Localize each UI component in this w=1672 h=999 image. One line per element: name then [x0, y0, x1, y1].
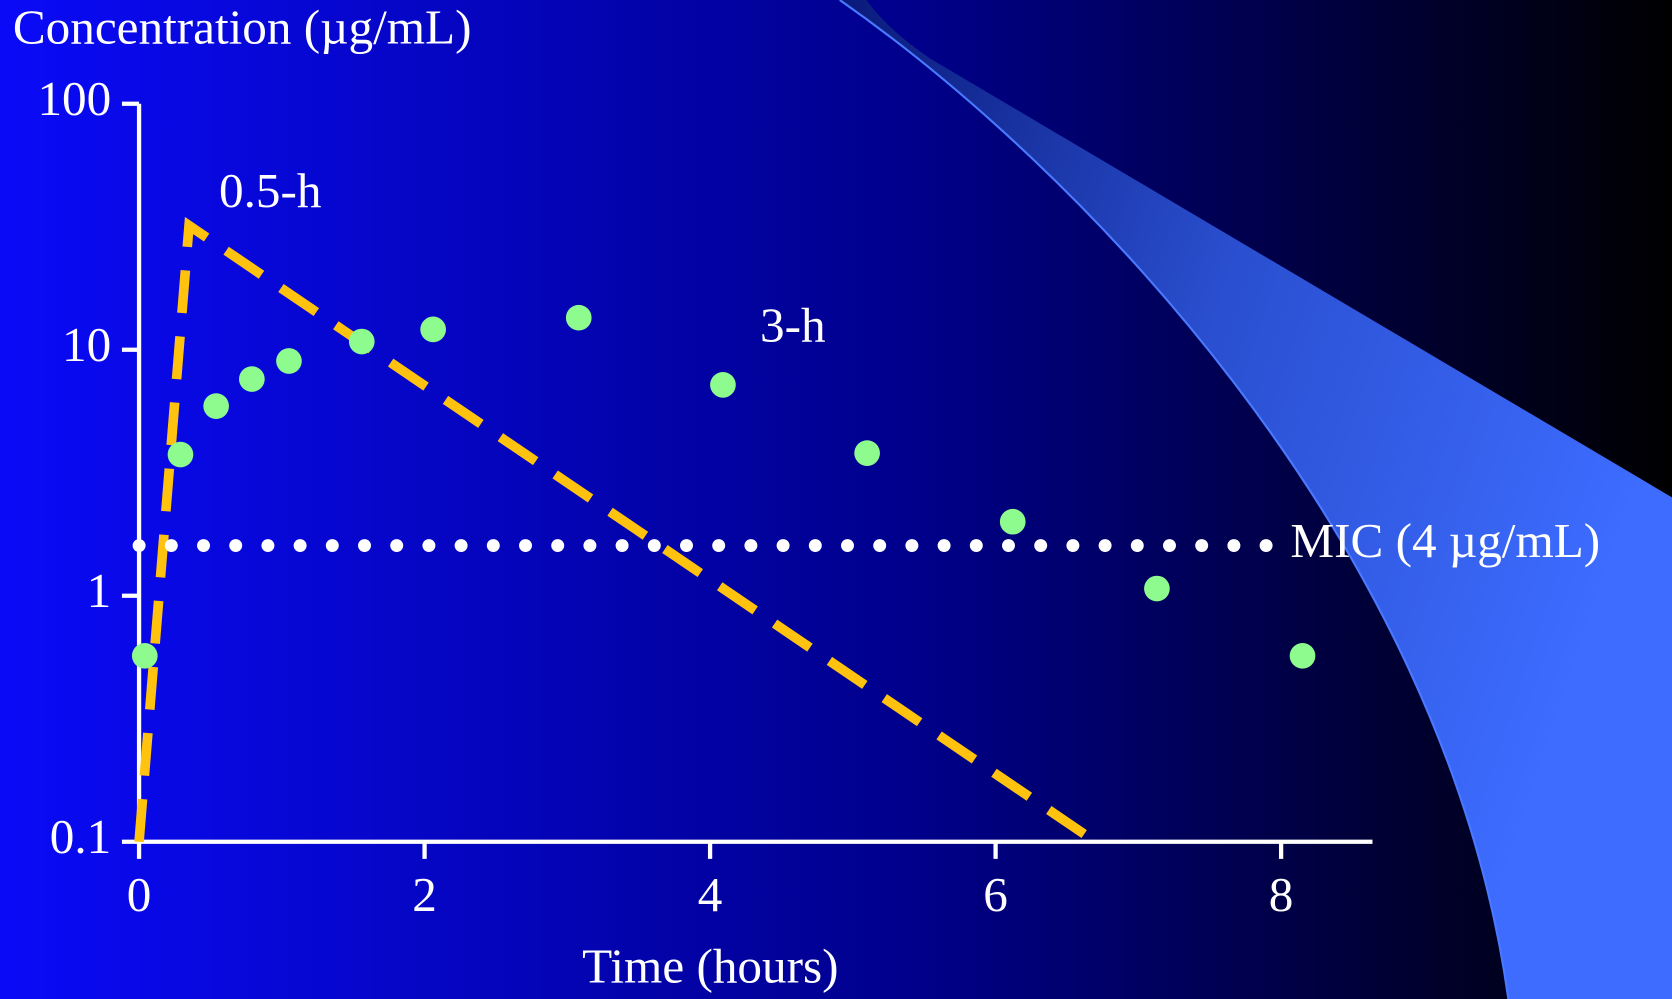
point: [348, 328, 375, 355]
series-label: 0.5-h: [219, 163, 321, 218]
y-tick-label: 10: [62, 317, 111, 372]
point: [420, 316, 446, 343]
point: [854, 440, 880, 466]
y-axis-title: Concentration (µg/mL): [13, 0, 472, 54]
point: [239, 366, 265, 392]
point: [565, 304, 592, 331]
point: [167, 441, 194, 468]
y-tick-label: 100: [37, 71, 111, 126]
x-axis-title: Time (hours): [582, 938, 838, 993]
reference-label: MIC (4 µg/mL): [1290, 513, 1600, 568]
point: [1144, 575, 1170, 602]
x-tick-label: 4: [698, 867, 723, 922]
x-tick-label: 2: [412, 867, 437, 922]
point: [999, 508, 1026, 535]
point: [1289, 642, 1316, 669]
point: [710, 372, 736, 398]
swoosh-edge: [839, 0, 1510, 999]
x-tick-label: 8: [1269, 867, 1294, 922]
y-tick-label: 1: [87, 563, 112, 618]
series-label: 3-h: [760, 298, 826, 353]
y-tick-label: 0.1: [50, 809, 111, 864]
dashed-line: [134, 216, 1099, 846]
point: [131, 642, 158, 669]
swoosh: [839, 0, 1672, 999]
point: [276, 348, 302, 374]
x-tick-label: 6: [983, 867, 1008, 922]
point: [203, 393, 229, 419]
x-tick-label: 0: [127, 867, 152, 922]
